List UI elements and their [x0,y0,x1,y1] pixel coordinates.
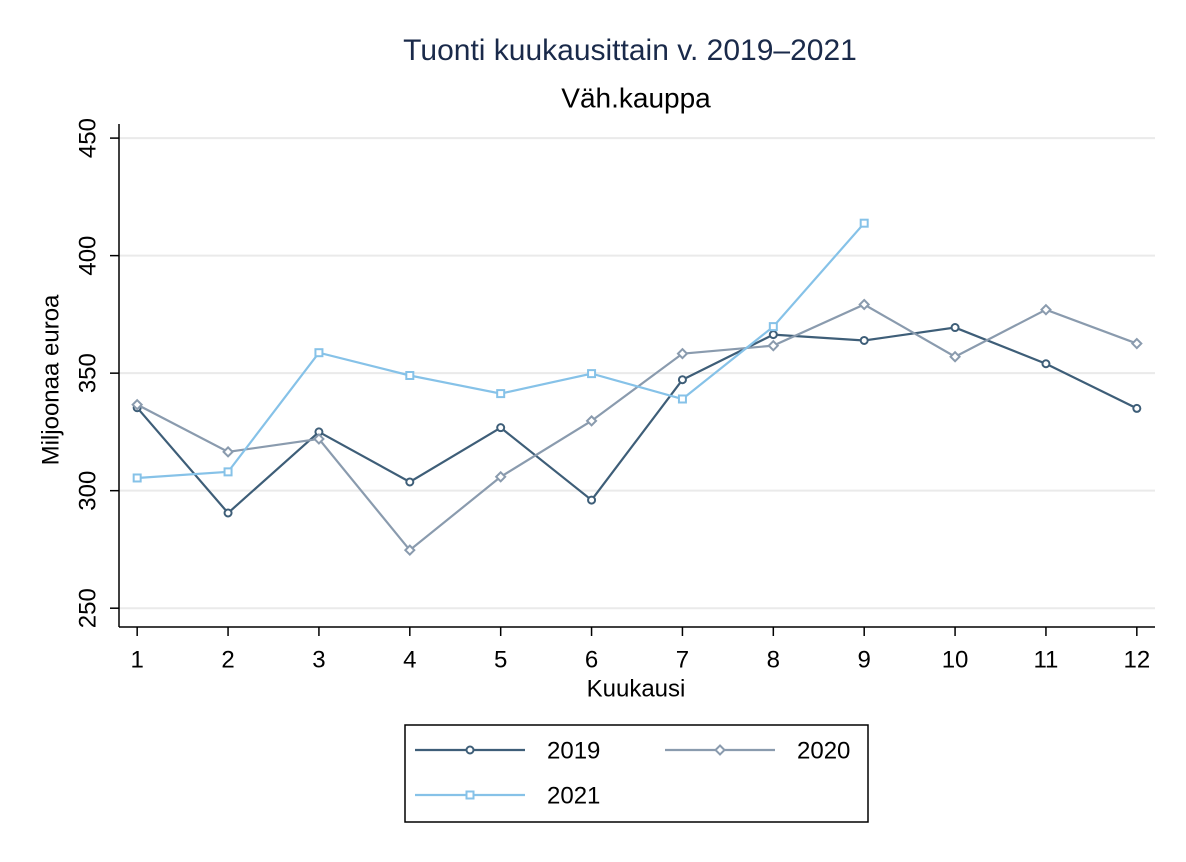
marker [677,394,687,404]
x-tick-label: 5 [494,646,507,673]
x-tick-label: 2 [221,646,234,673]
y-tick-label: 300 [74,471,101,511]
x-tick-label: 4 [403,646,416,673]
marker [677,375,687,385]
x-tick-label: 7 [676,646,689,673]
marker [132,473,142,483]
marker [405,477,415,487]
y-tick-label: 400 [74,236,101,276]
series-line [137,222,866,480]
marker [465,745,475,755]
x-tick-label: 6 [585,646,598,673]
marker [859,218,869,228]
marker [1040,303,1052,316]
marker [859,335,869,345]
x-tick-label: 8 [767,646,780,673]
marker [1132,403,1142,413]
marker [313,433,325,445]
series-line [136,326,1138,515]
y-axis-label: Miljoonaa euroa [37,294,64,465]
y-tick-label: 250 [74,588,101,628]
marker [494,470,507,483]
marker [405,371,415,380]
x-tick-label: 10 [942,646,969,673]
marker [1041,359,1051,369]
y-tick-label: 450 [74,118,101,158]
marker [768,330,778,340]
x-tick-label: 3 [312,646,325,673]
marker [949,350,961,363]
x-tick-label: 12 [1123,646,1150,673]
marker [223,467,233,477]
legend-label: 2021 [547,782,600,809]
marker [858,298,871,311]
marker [714,744,726,756]
x-tick-label: 9 [858,646,871,673]
x-tick-label: 11 [1033,646,1058,673]
marker [585,414,598,427]
marker [950,323,960,333]
legend-label: 2019 [547,737,600,764]
x-axis-label: Kuukausi [587,675,686,702]
marker [676,347,689,360]
marker [222,445,234,458]
legend-box [404,724,869,823]
legend-label: 2020 [797,737,850,764]
marker [403,544,416,557]
marker [496,423,506,433]
y-tick-label: 350 [74,353,101,393]
chart-title: Tuonti kuukausittain v. 2019–2021 [403,34,857,67]
series-line [136,303,1138,552]
chart-subtitle: Väh.kauppa [561,82,711,113]
marker [767,339,780,352]
marker [587,495,597,505]
marker [131,398,144,411]
marker [314,348,324,358]
marker [587,369,597,379]
marker [768,322,778,332]
marker [1130,337,1143,350]
marker [496,389,506,399]
marker [223,508,233,518]
x-tick-label: 1 [130,646,143,673]
marker [465,790,475,800]
